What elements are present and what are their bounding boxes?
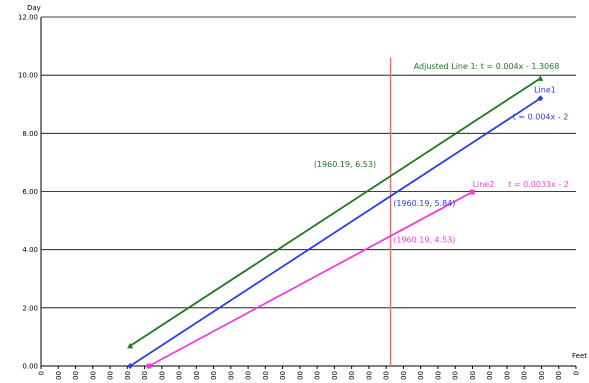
data-point-marker xyxy=(127,342,134,349)
annotation-label: t = 0.004x - 2 xyxy=(513,112,569,121)
data-point-marker xyxy=(537,95,544,102)
annotation-label: (1960.19, 4.53) xyxy=(393,235,455,244)
annotation-label: Line1 xyxy=(534,86,556,95)
series-line xyxy=(129,97,541,367)
y-tick-label: 2.00 xyxy=(22,304,38,312)
x-tick-label: 00 xyxy=(417,371,425,380)
annotation-label: (1960.19, 5.84) xyxy=(393,199,455,208)
x-tick-label: 00 xyxy=(262,371,270,380)
x-tick-label: 00 xyxy=(434,371,442,380)
x-tick-label: 00 xyxy=(296,371,304,380)
series-line xyxy=(148,191,473,367)
x-tick-label: 00 xyxy=(314,371,322,380)
x-tick-label: 00 xyxy=(503,371,511,380)
x-tick-label: 00 xyxy=(400,371,408,380)
gridlines xyxy=(41,16,576,309)
x-tick-label: 00 xyxy=(141,371,149,380)
y-axis-title: Day xyxy=(27,4,41,12)
data-point-marker xyxy=(469,189,475,195)
y-tick-label: 6.00 xyxy=(22,188,38,196)
x-tick-label: 00 xyxy=(348,371,356,380)
x-tick-label: 00 xyxy=(331,371,339,380)
x-tick-label: 0 xyxy=(573,371,581,375)
annotations-layer: Adjusted Line 1: t = 0.004x - 1.3068 Line… xyxy=(314,62,569,245)
series-layer xyxy=(127,75,544,369)
x-tick-label: 00 xyxy=(227,371,235,380)
annotation-label: Adjusted Line 1: t = 0.004x - 1.3068 xyxy=(414,62,560,71)
annotation-label: Line2 xyxy=(473,180,495,189)
x-tick-label: 00 xyxy=(55,371,63,380)
x-tick-label: 00 xyxy=(176,371,184,380)
x-tick-label: 00 xyxy=(538,371,546,380)
x-tick-label: 00 xyxy=(245,371,253,380)
x-tick-label: 00 xyxy=(486,371,494,380)
x-tick-label: 00 xyxy=(383,371,391,380)
y-tick-label: 4.00 xyxy=(22,246,38,254)
x-tick-label: 00 xyxy=(89,371,97,380)
x-tick-label: 0 xyxy=(38,371,46,375)
data-point-marker xyxy=(127,363,134,369)
data-point-marker xyxy=(537,75,544,81)
annotation-label: (1960.19, 6.53) xyxy=(314,160,376,169)
y-tick-label: 12.00 xyxy=(18,14,38,22)
x-tick-label: 00 xyxy=(555,371,563,380)
x-tick-label: 00 xyxy=(365,371,373,380)
x-tick-label: 00 xyxy=(452,371,460,380)
x-tick-label: 00 xyxy=(158,371,166,380)
x-tick-label: 00 xyxy=(107,371,115,380)
x-tick-label: 00 xyxy=(193,371,201,380)
series-line xyxy=(129,77,541,347)
y-tick-label: 8.00 xyxy=(22,130,38,138)
x-tick-label: 00 xyxy=(521,371,529,380)
x-tick-label: 00 xyxy=(279,371,287,380)
annotation-label: t = 0.0033x - 2 xyxy=(508,180,569,189)
x-tick-label: 00 xyxy=(210,371,218,380)
y-tick-label: 0.00 xyxy=(22,363,38,371)
x-tick-label: 00 xyxy=(469,371,477,380)
x-tick-label: 00 xyxy=(124,371,132,380)
x-tick-label: 00 xyxy=(72,371,80,380)
x-axis-title: Feet xyxy=(572,352,587,360)
y-tick-label: 10.00 xyxy=(18,72,38,80)
data-point-marker xyxy=(146,363,152,369)
